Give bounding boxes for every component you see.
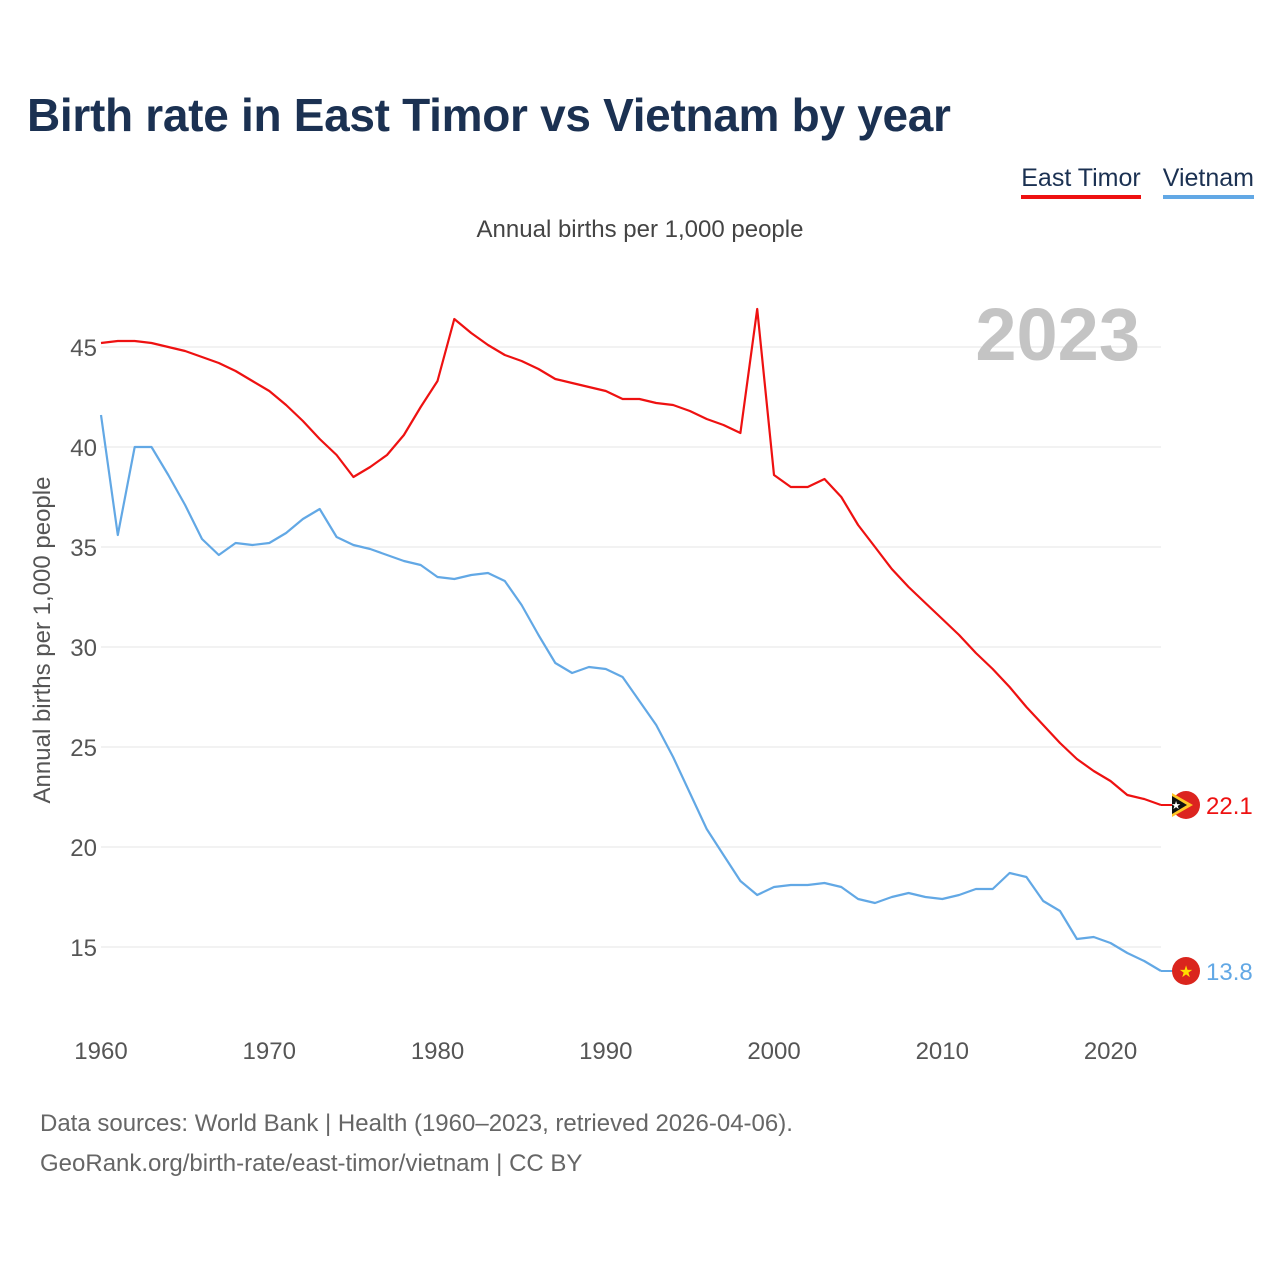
y-tick-label-15: 15	[70, 935, 97, 962]
series-line-vietnam	[99, 414, 1162, 972]
flag-background	[1172, 957, 1200, 985]
legend: East Timor Vietnam	[1021, 164, 1254, 199]
footer: Data sources: World Bank | Health (1960–…	[40, 1104, 793, 1184]
y-tick-label-35: 35	[70, 535, 97, 562]
flag-triangle-black	[1172, 796, 1187, 814]
x-tick-label-2000: 2000	[747, 1038, 800, 1065]
x-tick-label-1970: 1970	[243, 1038, 296, 1065]
x-tick-label-2020: 2020	[1084, 1038, 1137, 1065]
legend-item-east-timor[interactable]: East Timor	[1021, 164, 1141, 199]
chart-title: Birth rate in East Timor vs Vietnam by y…	[27, 89, 951, 141]
flag-icon-vietnam: ★	[1172, 957, 1200, 985]
flag-star: ★	[1179, 962, 1193, 981]
y-tick-label-45: 45	[70, 335, 97, 362]
end-value-label-vietnam: 13.8	[1206, 959, 1253, 986]
series-line-east-timor	[100, 307, 1162, 807]
flag-icon-east-timor: ★	[1171, 791, 1200, 819]
flag-star: ★	[1171, 799, 1181, 812]
y-tick-label-25: 25	[70, 735, 97, 762]
y-tick-label-30: 30	[70, 635, 97, 662]
end-value-label-east-timor: 22.1	[1206, 793, 1253, 820]
y-tick-label-40: 40	[70, 435, 97, 462]
source-link[interactable]: GeoRank.org/birth-rate/east-timor/vietna…	[40, 1150, 583, 1177]
y-tick-label-20: 20	[70, 835, 97, 862]
year-watermark: 2023	[975, 293, 1140, 376]
chart-subtitle: Annual births per 1,000 people	[476, 216, 804, 243]
y-axis-label: Annual births per 1,000 people	[29, 477, 56, 804]
x-tick-label-2010: 2010	[916, 1038, 969, 1065]
x-tick-label-1990: 1990	[579, 1038, 632, 1065]
legend-item-vietnam[interactable]: Vietnam	[1162, 164, 1254, 199]
x-tick-label-1960: 1960	[74, 1038, 127, 1065]
data-sources: Data sources: World Bank | Health (1960–…	[40, 1110, 793, 1137]
x-tick-label-1980: 1980	[411, 1038, 464, 1065]
